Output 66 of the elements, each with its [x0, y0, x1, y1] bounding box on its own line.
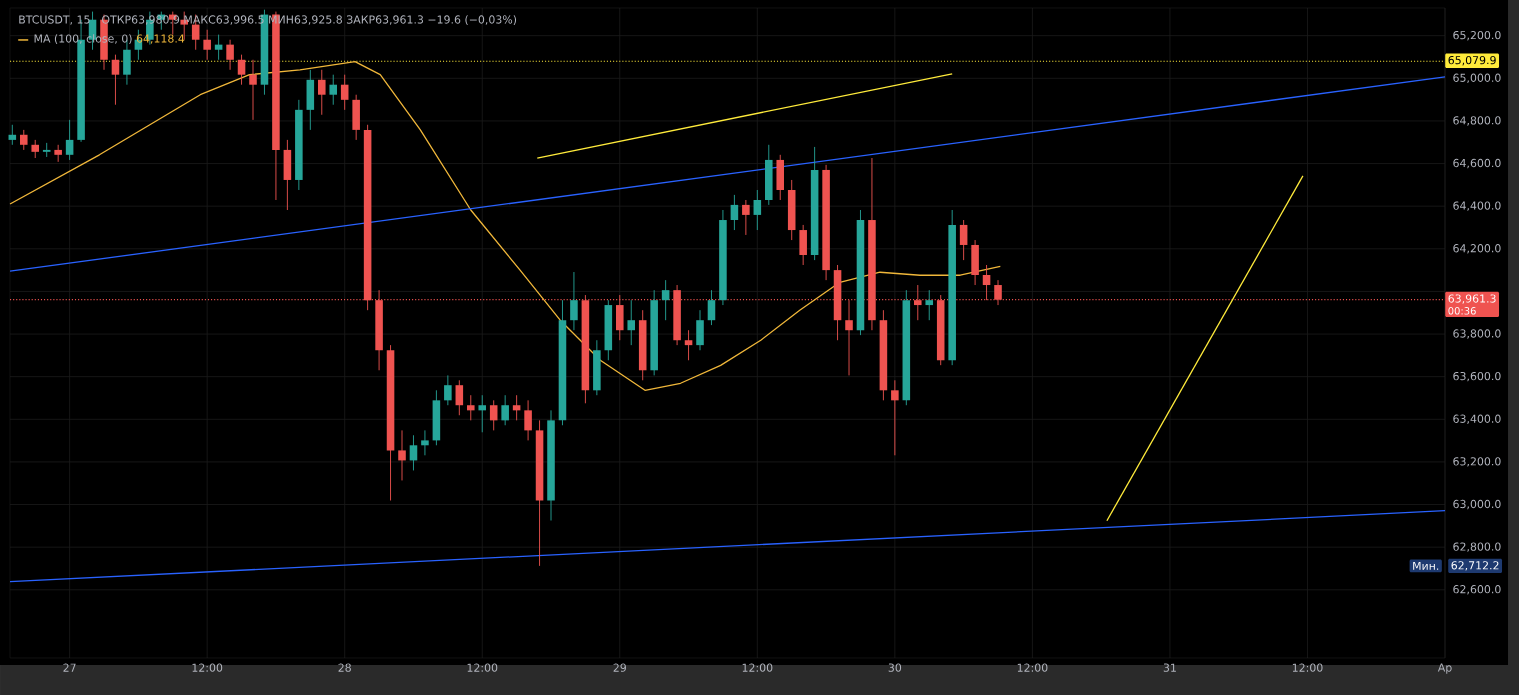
- candlestick: [65, 119, 74, 161]
- y-tick-label: 63,200.0: [1453, 457, 1501, 467]
- candlestick: [329, 74, 338, 106]
- x-tick-label: 30: [888, 663, 902, 672]
- x-tick-label: 31: [1163, 663, 1176, 672]
- text: 00:36: [1448, 307, 1476, 315]
- candlestick: [891, 379, 899, 456]
- x-tick-label: 12:00: [192, 663, 223, 672]
- candlestick: [249, 59, 257, 121]
- y-tick-label: 64,600.0: [1453, 158, 1501, 169]
- x-tick-label: 12:00: [742, 663, 773, 672]
- candlestick: [570, 271, 578, 331]
- candlestick: [707, 289, 716, 326]
- ref-line-label: 63,961.3: [1448, 294, 1496, 304]
- x-tick-label: Ap: [1437, 663, 1452, 674]
- y-tick-label: 65,000.0: [1453, 73, 1501, 83]
- x-tick-label: 12:00: [467, 663, 498, 672]
- candlestick: [237, 54, 246, 86]
- candlestick: [409, 434, 418, 471]
- candlestick: [730, 194, 739, 231]
- candlestick: [661, 279, 670, 321]
- y-tick-label: 64,400.0: [1453, 201, 1501, 211]
- x-tick-label: 28: [338, 663, 351, 672]
- candlestick: [42, 142, 51, 158]
- candlestick: [317, 69, 326, 116]
- candlestick: [444, 374, 452, 406]
- text: 62,712.2: [1451, 561, 1499, 571]
- candlestick: [214, 34, 223, 61]
- ref-line-label: 65,079.9: [1448, 55, 1496, 66]
- candlestick: [203, 29, 211, 61]
- candlestick: [19, 129, 28, 151]
- candlestick: [501, 394, 509, 426]
- candlestick: [627, 299, 636, 346]
- y-tick-label: 65,200.0: [1453, 30, 1501, 41]
- candlestick: [742, 199, 750, 236]
- y-tick-label: 63,800.0: [1453, 329, 1501, 339]
- candlestick: [489, 399, 498, 431]
- candlestick: [398, 429, 406, 481]
- candlestick: [421, 429, 429, 456]
- y-tick-label: 63,600.0: [1453, 371, 1501, 382]
- candlestick: [478, 394, 487, 433]
- candlestick: [8, 124, 17, 146]
- candlestick: [467, 394, 475, 421]
- candlestick: [455, 379, 464, 416]
- candlestick: [340, 74, 349, 111]
- y-tick-label: 64,800.0: [1453, 116, 1501, 126]
- y-tick-label: 64,200.0: [1453, 244, 1501, 254]
- candlestick: [226, 39, 234, 71]
- candlestick: [111, 54, 120, 106]
- y-tick-label: 62,600.0: [1453, 585, 1501, 595]
- y-tick-label: 63,000.0: [1453, 499, 1501, 510]
- candlestick: [925, 289, 934, 321]
- annotation: Мин.: [1413, 561, 1439, 570]
- candlestick: [31, 139, 40, 159]
- x-tick-label: 12:00: [1292, 663, 1323, 672]
- candlestick: [524, 399, 532, 441]
- candlestick: [959, 219, 968, 261]
- y-tick-label: 63,400.0: [1453, 414, 1501, 424]
- x-tick-label: 27: [63, 663, 76, 672]
- y-tick-label: 62,800.0: [1453, 542, 1501, 552]
- x-tick-label: 12:00: [1017, 663, 1048, 672]
- candlestick: [684, 329, 693, 361]
- text: BTCUSDT, 15: [19, 15, 90, 25]
- candlestick: [512, 394, 521, 421]
- x-tick-label: 29: [613, 663, 626, 672]
- candlestick: [753, 189, 762, 231]
